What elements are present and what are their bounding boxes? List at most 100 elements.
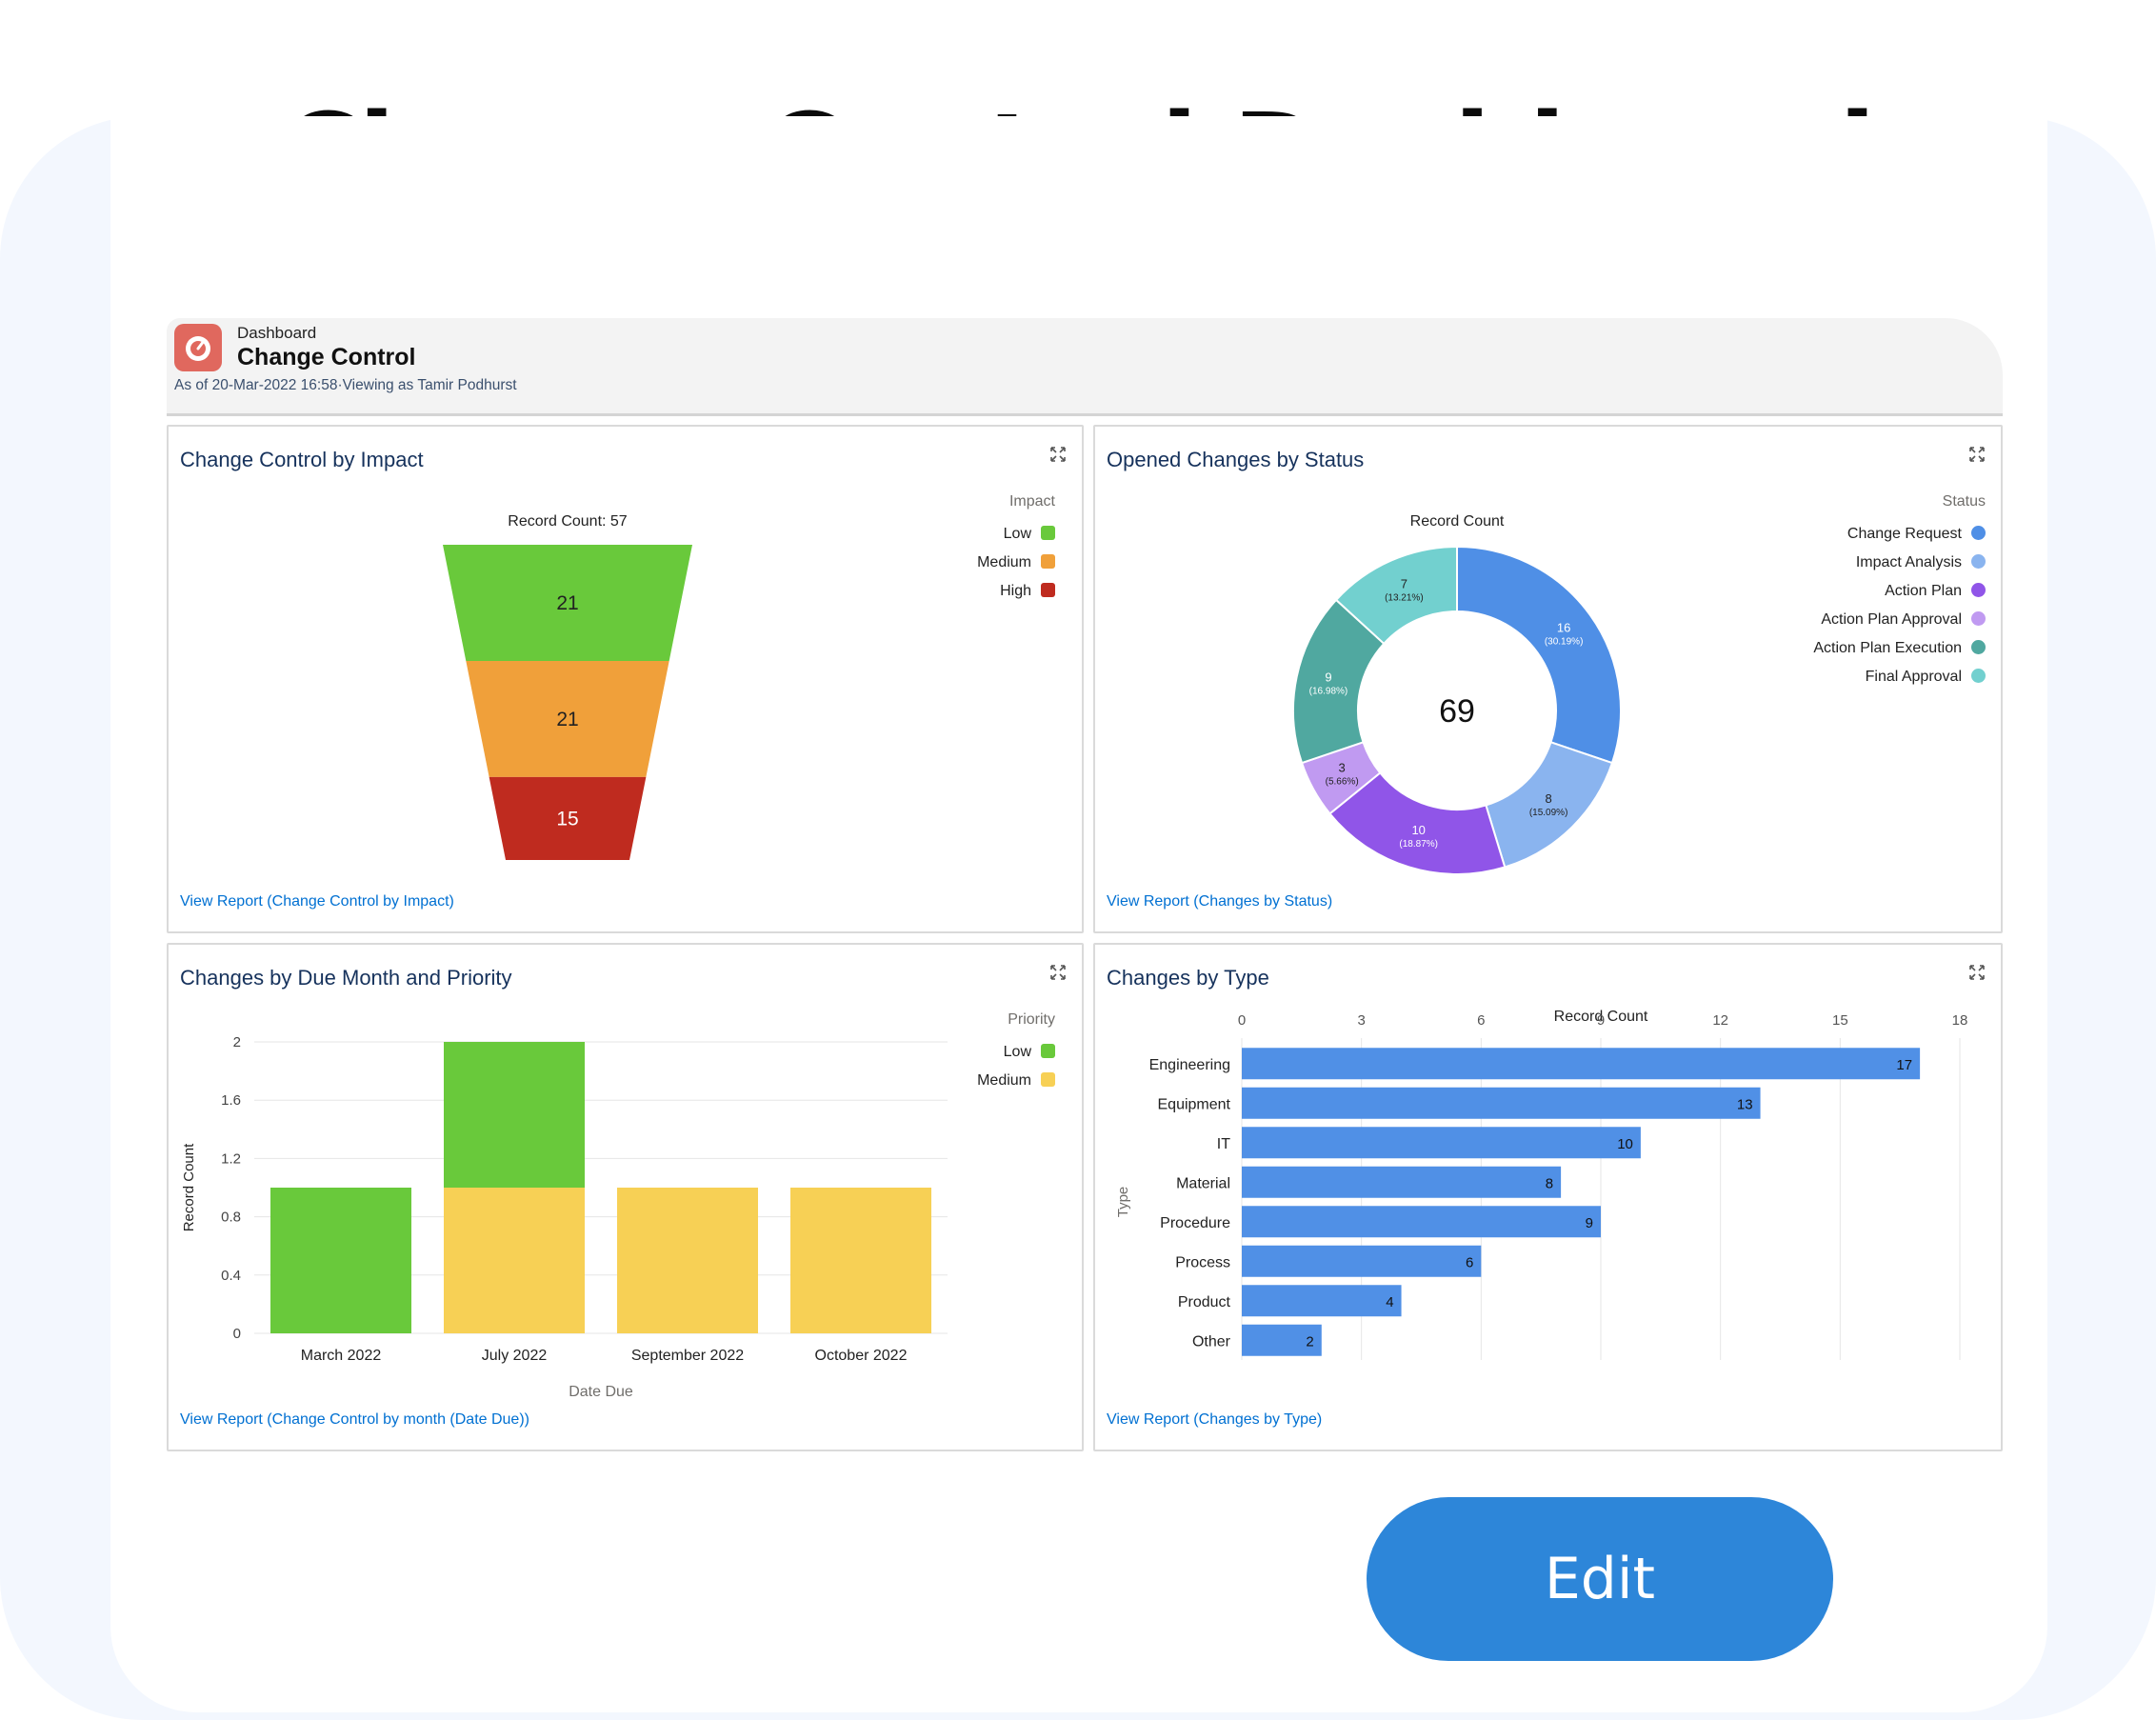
legend-item-impact-analysis: Impact Analysis: [1856, 554, 1986, 571]
donut-slice-percent: (18.87%): [1399, 839, 1438, 850]
donut-slice-value: 8: [1546, 791, 1552, 806]
type-panel-title: Changes by Type: [1107, 966, 1269, 990]
legend-item-change-request: Change Request: [1847, 526, 1986, 543]
type-bar: [1242, 1324, 1322, 1356]
type-category-label: Procedure: [1160, 1215, 1230, 1231]
funnel-value-label: 21: [556, 709, 578, 730]
x-tick-label: 3: [1357, 1012, 1365, 1029]
y-tick-label: 2: [233, 1034, 241, 1050]
type-bar-value: 8: [1546, 1175, 1553, 1191]
legend-item-priority-low: Low: [1004, 1044, 1055, 1061]
funnel-segment-medium: [466, 660, 669, 777]
legend-item-priority-medium: Medium: [977, 1072, 1055, 1090]
funnel-chart: Record Count: 57 21 21 15: [443, 513, 692, 860]
type-bar-chart: Record Count 0 3 6 9 12 15 18 17 Engineering 13 Equ…: [1115, 1009, 1967, 1360]
expand-icon[interactable]: [1049, 446, 1067, 463]
y-tick-label: 0.8: [221, 1210, 241, 1226]
type-bar: [1242, 1285, 1402, 1317]
type-category-label: Other: [1192, 1333, 1231, 1350]
x-tick-label: 12: [1712, 1012, 1728, 1029]
type-bar: [1242, 1206, 1601, 1238]
priority-legend-title: Priority: [1008, 1011, 1055, 1028]
impact-panel-title: Change Control by Impact: [180, 448, 424, 471]
donut-slice-percent: (5.66%): [1326, 777, 1359, 788]
type-category-label: Product: [1178, 1294, 1231, 1310]
type-view-report-link[interactable]: View Report (Changes by Type): [1107, 1411, 1323, 1428]
type-bar-value: 17: [1896, 1057, 1912, 1073]
impact-legend-title: Impact: [1008, 493, 1055, 510]
impact-view-report-link[interactable]: View Report (Change Control by Impact): [180, 893, 454, 910]
type-bar: [1242, 1127, 1641, 1159]
x-tick-label: July 2022: [482, 1348, 548, 1364]
x-tick-label: 0: [1238, 1012, 1246, 1029]
type-bar-value: 2: [1306, 1333, 1313, 1350]
due-panel-title: Changes by Due Month and Priority: [180, 966, 512, 990]
donut-slice-value: 16: [1557, 621, 1570, 635]
type-bar: [1242, 1166, 1562, 1198]
expand-icon[interactable]: [1968, 964, 1986, 981]
donut-slice-percent: (15.09%): [1529, 808, 1568, 818]
donut-slice-value: 3: [1339, 761, 1346, 775]
x-tick-label: September 2022: [631, 1348, 744, 1364]
type-axis-title: Type: [1115, 1187, 1131, 1218]
donut-slice-value: 10: [1411, 823, 1425, 837]
status-panel-title: Opened Changes by Status: [1107, 448, 1365, 471]
funnel-value-label: 15: [556, 808, 578, 830]
donut-slice-value: 9: [1325, 670, 1331, 685]
type-category-label: Engineering: [1149, 1057, 1230, 1073]
donut-center-total: 69: [1439, 693, 1475, 730]
bar-segment-medium: [790, 1188, 931, 1333]
type-bar-value: 9: [1586, 1215, 1593, 1231]
breadcrumb[interactable]: Dashboard: [237, 324, 317, 342]
dashboard-header: Dashboard Change Control As of 20-Mar-20…: [167, 318, 2003, 416]
bar-segment-medium: [617, 1188, 758, 1333]
funnel-value-label: 21: [556, 592, 578, 614]
legend-item-action-plan: Action Plan: [1885, 583, 1986, 600]
x-tick-label: 15: [1832, 1012, 1848, 1029]
funnel-title: Record Count: 57: [508, 513, 628, 530]
y-tick-label: 0.4: [221, 1268, 241, 1284]
due-view-report-link[interactable]: View Report (Change Control by month (Da…: [180, 1411, 529, 1428]
legend-item-action-plan-approval: Action Plan Approval: [1821, 611, 1986, 629]
type-category-label: Equipment: [1158, 1096, 1231, 1112]
legend-item-final-approval: Final Approval: [1866, 669, 1986, 686]
type-bar-value: 4: [1386, 1294, 1393, 1310]
type-panel: Changes by Type Record Count 0 3 6 9 12 15 18 17…: [1093, 943, 2003, 1451]
expand-icon[interactable]: [1968, 446, 1986, 463]
x-tick-label: 9: [1597, 1012, 1605, 1029]
donut-slice-percent: (30.19%): [1545, 637, 1584, 648]
x-tick-label: March 2022: [301, 1348, 382, 1364]
bar-segment-medium: [444, 1188, 585, 1333]
dashboard-app-icon: [174, 324, 222, 371]
donut-slice: [1334, 545, 1458, 646]
status-panel: Opened Changes by Status Status Change R…: [1093, 425, 2003, 933]
y-axis-title: Record Count: [181, 1143, 197, 1231]
donut-slice-percent: (16.98%): [1309, 687, 1348, 697]
type-category-label: Material: [1176, 1175, 1230, 1191]
dashboard-subtitle: As of 20-Mar-2022 16:58·Viewing as Tamir…: [174, 377, 517, 393]
x-tick-label: October 2022: [815, 1348, 908, 1364]
expand-icon[interactable]: [1049, 964, 1067, 981]
bar-segment-low: [270, 1188, 411, 1333]
x-tick-label: 6: [1477, 1012, 1485, 1029]
type-chart-title: Record Count: [1554, 1009, 1648, 1025]
donut-slice-percent: (13.21%): [1385, 593, 1424, 604]
due-bar-chart: 0 0.4 0.8 1.2 1.6 2 March 2022 July 2022 Septemb…: [181, 1034, 948, 1400]
type-bar-value: 10: [1617, 1136, 1633, 1152]
legend-item-medium: Medium: [977, 554, 1055, 571]
type-bar-value: 13: [1737, 1096, 1753, 1112]
type-bar: [1242, 1087, 1761, 1119]
edit-button[interactable]: Edit: [1367, 1497, 1833, 1661]
type-bar: [1242, 1048, 1921, 1080]
bar-segment-low: [444, 1042, 585, 1188]
due-panel: Changes by Due Month and Priority Priori…: [167, 943, 1084, 1451]
type-bar-value: 6: [1466, 1254, 1473, 1270]
status-view-report-link[interactable]: View Report (Changes by Status): [1107, 893, 1333, 910]
y-tick-label: 0: [233, 1326, 241, 1342]
x-axis-title: Date Due: [569, 1384, 633, 1400]
donut-slice-value: 7: [1401, 577, 1407, 591]
legend-item-low: Low: [1004, 526, 1055, 543]
funnel-segment-low: [443, 545, 692, 661]
status-legend-title: Status: [1942, 493, 1986, 510]
type-category-label: IT: [1217, 1136, 1230, 1152]
